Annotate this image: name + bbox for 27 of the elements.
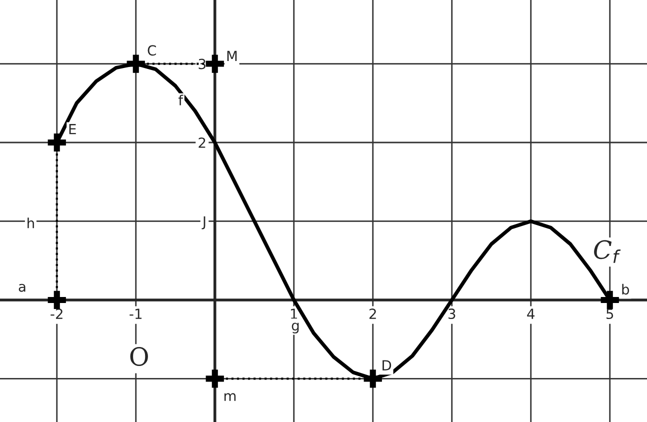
x-tick-label: 4 [527,308,535,319]
annotation: h [28,218,34,228]
point [364,370,382,388]
y-tick-label: 2 [198,137,206,148]
annotation: a [18,284,26,292]
x-tick-label: 1 [290,308,298,319]
annotation: E [69,124,76,134]
x-tick-label: -2 [50,308,62,319]
x-tick-label: -1 [130,308,142,319]
point [206,370,224,388]
annotation: f [178,94,184,106]
annotation: D [382,360,392,370]
annotation: C$_{f}$ [594,240,621,263]
annotation: C [148,45,156,56]
x-tick-label: 2 [369,308,376,319]
point [126,54,145,73]
point [48,133,66,152]
annotation: m [224,393,236,401]
point [600,290,619,310]
annotation: g [292,322,299,334]
annotation: b [622,284,630,295]
x-tick-label: 3 [448,308,456,320]
y-tick-label: J [202,216,206,230]
annotation: M [227,50,237,61]
annotation: O [130,347,148,366]
point [206,54,224,73]
point [48,290,66,310]
